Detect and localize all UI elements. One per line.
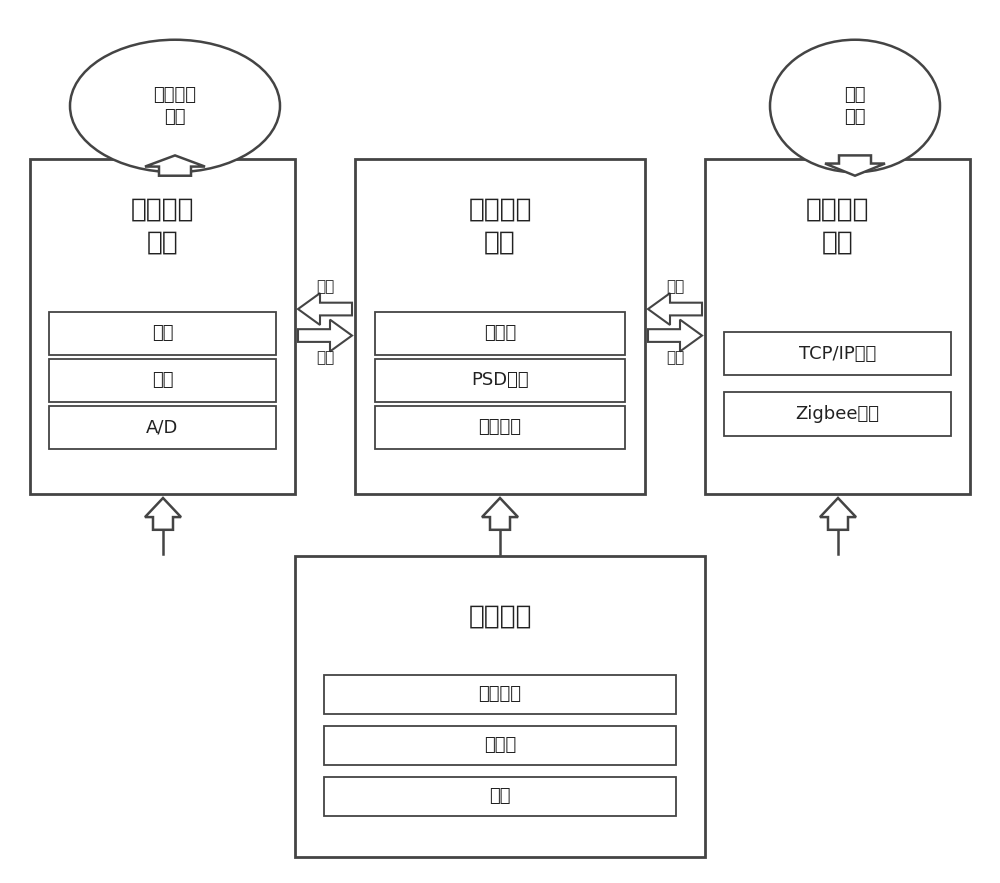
Bar xyxy=(49,358,276,403)
Text: Zigbee协议: Zigbee协议 xyxy=(795,405,880,423)
Bar xyxy=(295,556,705,857)
Text: A/D: A/D xyxy=(146,419,179,436)
Text: 预处理: 预处理 xyxy=(484,324,516,343)
Polygon shape xyxy=(648,293,702,325)
Bar xyxy=(49,312,276,355)
Text: 滤波: 滤波 xyxy=(152,372,173,389)
Text: TCP/IP协议: TCP/IP协议 xyxy=(799,344,876,363)
Text: 电源模块: 电源模块 xyxy=(468,603,532,630)
Bar xyxy=(324,675,676,713)
Bar xyxy=(724,332,951,375)
Ellipse shape xyxy=(770,40,940,172)
Text: 数据打包: 数据打包 xyxy=(478,419,522,436)
Text: 放大: 放大 xyxy=(152,324,173,343)
Bar xyxy=(375,358,625,403)
Bar xyxy=(324,726,676,765)
Bar xyxy=(724,392,951,436)
Bar xyxy=(375,312,625,355)
Text: 参数: 参数 xyxy=(316,351,334,365)
Text: 数据
中心: 数据 中心 xyxy=(844,86,866,126)
Text: 数据通信
模块: 数据通信 模块 xyxy=(806,197,869,255)
Polygon shape xyxy=(145,498,181,530)
Polygon shape xyxy=(482,498,518,530)
Bar xyxy=(49,405,276,449)
Bar xyxy=(375,405,625,449)
Text: 数据: 数据 xyxy=(316,280,334,294)
Text: 传感采集
模块: 传感采集 模块 xyxy=(131,197,194,255)
Text: 命令: 命令 xyxy=(666,351,684,365)
Polygon shape xyxy=(145,155,205,176)
Polygon shape xyxy=(298,320,352,351)
Bar xyxy=(30,159,295,494)
Bar xyxy=(324,777,676,816)
Bar xyxy=(355,159,645,494)
Polygon shape xyxy=(825,155,885,176)
Text: 数卖: 数卖 xyxy=(666,280,684,294)
Bar xyxy=(705,159,970,494)
Text: 太阳能: 太阳能 xyxy=(484,736,516,754)
Text: 直流申泡: 直流申泡 xyxy=(479,685,522,704)
Polygon shape xyxy=(648,320,702,351)
Text: 数据处理
模块: 数据处理 模块 xyxy=(468,197,532,255)
Polygon shape xyxy=(298,293,352,325)
Text: PSD计算: PSD计算 xyxy=(471,372,529,389)
Polygon shape xyxy=(820,498,856,530)
Text: 风力: 风力 xyxy=(489,788,511,805)
Text: 结构振动
信息: 结构振动 信息 xyxy=(154,86,196,126)
Ellipse shape xyxy=(70,40,280,172)
